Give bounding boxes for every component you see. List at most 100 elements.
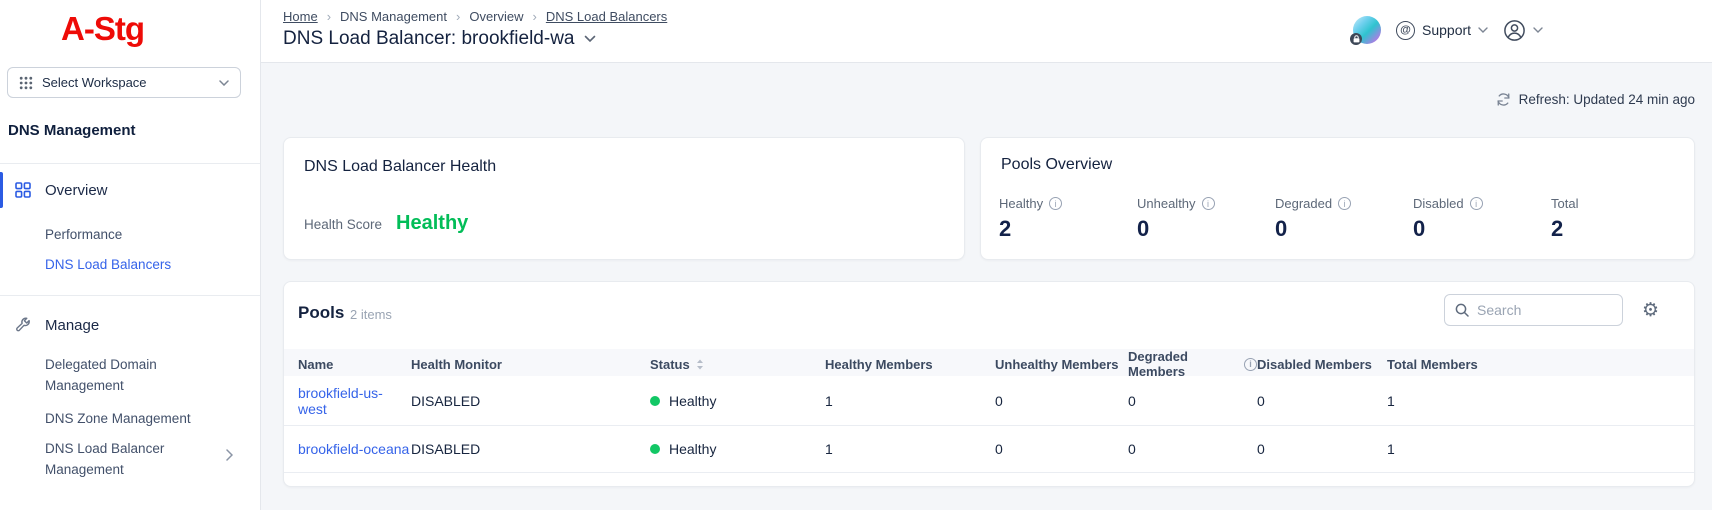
search-input[interactable]: [1477, 302, 1597, 318]
table-header-row: Name Health Monitor Status Healthy Membe…: [284, 349, 1694, 379]
healthy-status-dot-icon: [650, 444, 660, 454]
sidebar-item-dns-load-balancers[interactable]: DNS Load Balancers: [45, 251, 171, 277]
stat-label: Total: [1551, 196, 1579, 211]
top-header: Home › DNS Management › Overview › DNS L…: [261, 0, 1712, 63]
support-menu[interactable]: @ Support: [1396, 20, 1488, 40]
stat-label: Unhealthy: [1137, 196, 1196, 211]
status-cell: Healthy: [669, 441, 717, 457]
workspace-selector[interactable]: Select Workspace: [7, 67, 241, 98]
healthy-members-cell: 1: [825, 392, 833, 409]
column-header-status: Status: [650, 356, 690, 372]
sidebar-item-label: Performance: [45, 226, 123, 242]
column-header-name: Name: [298, 356, 334, 372]
title-dropdown-chevron-icon[interactable]: [584, 35, 596, 43]
info-icon[interactable]: i: [1469, 197, 1483, 210]
column-header-disabled-members: Disabled Members: [1257, 356, 1372, 372]
refresh-label: Refresh: Updated 24 min ago: [1518, 92, 1695, 107]
chevron-down-icon: [219, 79, 229, 86]
health-monitor-cell: DISABLED: [411, 392, 481, 409]
health-card-title: DNS Load Balancer Health: [304, 158, 497, 175]
search-box[interactable]: [1444, 294, 1623, 326]
breadcrumb: Home › DNS Management › Overview › DNS L…: [283, 9, 667, 24]
sidebar-item-overview[interactable]: Overview: [15, 172, 108, 208]
disabled-members-cell: 0: [1257, 392, 1265, 409]
chevron-down-icon: [1478, 27, 1488, 33]
info-icon[interactable]: i: [1244, 357, 1257, 371]
workspace-selector-label: Select Workspace: [42, 75, 147, 90]
unhealthy-members-cell: 0: [995, 441, 1003, 457]
stat-label: Disabled: [1413, 196, 1464, 211]
chevron-right-icon[interactable]: [226, 449, 233, 461]
info-icon[interactable]: i: [1201, 197, 1215, 210]
pools-overview-title: Pools Overview: [1001, 156, 1113, 173]
health-score-value: Healthy: [396, 212, 469, 234]
stat-disabled: Disabled i 0: [1413, 196, 1543, 242]
active-nav-indicator: [0, 172, 3, 208]
stat-value: 2: [1551, 216, 1564, 241]
column-header-health-monitor: Health Monitor: [411, 356, 502, 372]
search-icon: [1455, 303, 1469, 317]
sidebar-item-label: DNS Load Balancer Management: [45, 441, 165, 477]
breadcrumb-dns-load-balancers[interactable]: DNS Load Balancers: [545, 9, 668, 24]
info-icon[interactable]: i: [1338, 197, 1352, 210]
sidebar-item-label: Manage: [45, 316, 100, 334]
sidebar-item-delegated-domain-management[interactable]: Delegated Domain Management: [45, 354, 205, 396]
lock-badge-icon: [1350, 33, 1362, 45]
sidebar-item-dns-zone-management[interactable]: DNS Zone Management: [45, 407, 191, 429]
pools-item-count: 2 items: [350, 307, 392, 322]
breadcrumb-separator: ›: [326, 9, 332, 24]
app-logo: A-Stg: [61, 10, 145, 47]
gear-icon[interactable]: ⚙: [1642, 299, 1660, 321]
sidebar-item-label: Overview: [45, 181, 108, 199]
table-row: brookfield-us-west DISABLED Healthy 1 0 …: [284, 376, 1694, 426]
page-title: DNS Load Balancer: brookfield-wa: [283, 28, 575, 49]
column-header-unhealthy-members: Unhealthy Members: [995, 356, 1119, 372]
stat-healthy: Healthy i 2: [999, 196, 1129, 242]
account-menu[interactable]: [1503, 19, 1543, 42]
disabled-members-cell: 0: [1257, 441, 1265, 457]
dns-load-balancer-health-card: DNS Load Balancer Health Health Score He…: [283, 137, 965, 260]
person-icon: [1503, 19, 1526, 42]
support-icon: @: [1396, 20, 1415, 40]
pool-name-link[interactable]: brookfield-oceana: [298, 441, 410, 457]
sidebar: A-Stg Select Workspace DNS Management Ov…: [0, 0, 261, 510]
wrench-icon: [15, 317, 31, 333]
stat-value: 2: [999, 216, 1012, 241]
stat-label: Degraded: [1275, 196, 1333, 211]
degraded-members-cell: 0: [1128, 392, 1136, 409]
status-cell: Healthy: [669, 392, 717, 409]
breadcrumb-separator: ›: [532, 9, 537, 24]
stat-unhealthy: Unhealthy i 0: [1137, 196, 1267, 242]
refresh-button[interactable]: Refresh: Updated 24 min ago: [1496, 92, 1695, 107]
sidebar-item-label: Delegated Domain Management: [45, 357, 157, 393]
sidebar-item-performance[interactable]: Performance: [45, 221, 122, 247]
sidebar-item-label: DNS Load Balancers: [45, 256, 172, 272]
breadcrumb-home[interactable]: Home: [283, 9, 318, 24]
column-header-degraded-members: Degraded Members: [1128, 349, 1188, 379]
sidebar-item-manage[interactable]: Manage: [15, 308, 99, 342]
info-icon[interactable]: i: [1049, 197, 1063, 210]
stat-value: 0: [1137, 216, 1150, 241]
pools-overview-card: Pools Overview Healthy i 2 Unhealthy i 0 D…: [980, 137, 1695, 260]
total-members-cell: 1: [1387, 392, 1395, 409]
avatar[interactable]: [1350, 16, 1381, 45]
grid-icon: [15, 182, 31, 198]
support-label: Support: [1422, 22, 1472, 38]
health-monitor-cell: DISABLED: [411, 441, 481, 457]
sidebar-item-dns-load-balancer-management[interactable]: DNS Load Balancer Management: [45, 438, 205, 480]
breadcrumb-dns-management[interactable]: DNS Management: [340, 9, 447, 24]
stat-value: 0: [1275, 216, 1288, 241]
stat-total: Total 2: [1551, 196, 1681, 242]
chevron-down-icon: [1533, 27, 1543, 33]
pools-card: Pools 2 items ⚙ Name Health Monitor Stat…: [283, 281, 1695, 487]
health-score-label: Health Score: [304, 217, 383, 232]
table-row: brookfield-oceana DISABLED Healthy 1 0 0…: [284, 426, 1694, 473]
sort-icon[interactable]: [696, 359, 704, 370]
refresh-icon: [1496, 92, 1511, 107]
breadcrumb-overview[interactable]: Overview: [469, 9, 524, 24]
pool-name-link[interactable]: brookfield-us-west: [298, 384, 383, 417]
healthy-members-cell: 1: [825, 441, 833, 457]
column-header-total-members: Total Members: [1387, 356, 1478, 372]
total-members-cell: 1: [1387, 441, 1395, 457]
stat-label: Healthy: [999, 196, 1044, 211]
